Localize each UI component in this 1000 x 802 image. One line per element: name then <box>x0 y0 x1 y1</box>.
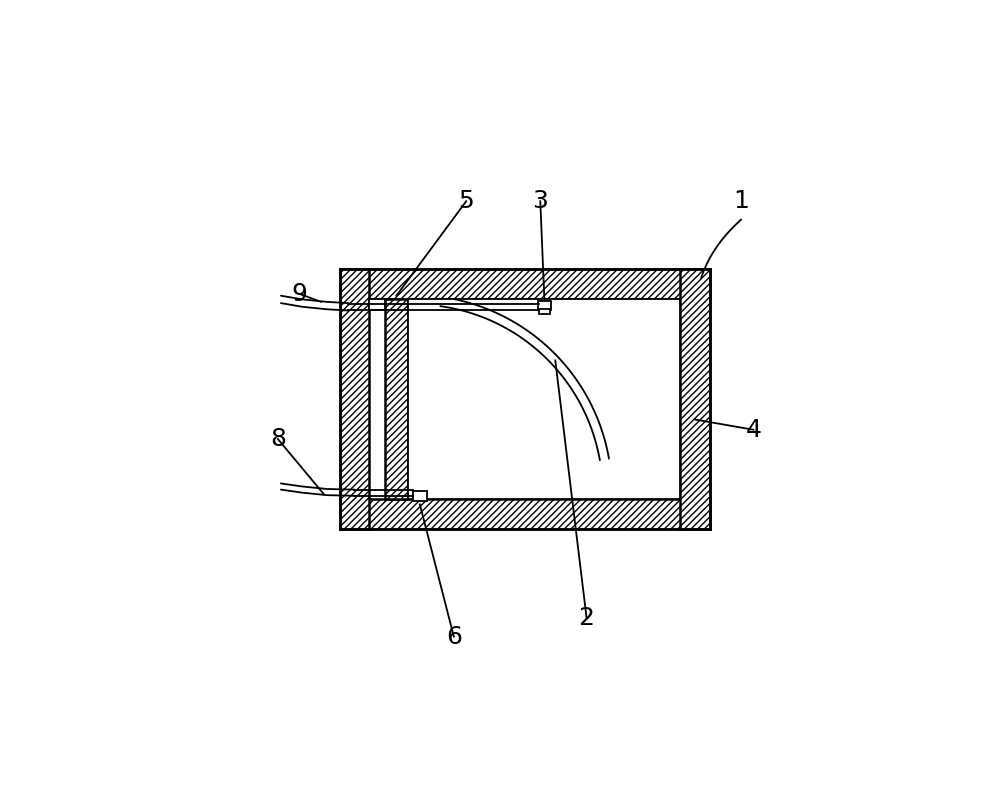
Bar <box>369 299 385 310</box>
Bar <box>413 492 427 501</box>
Bar <box>408 299 680 499</box>
Text: 5: 5 <box>458 189 474 213</box>
Bar <box>340 269 710 299</box>
Text: 4: 4 <box>745 418 761 442</box>
Bar <box>538 301 551 310</box>
Bar <box>340 499 710 529</box>
Text: 6: 6 <box>446 625 462 649</box>
Bar <box>340 269 369 529</box>
Bar <box>539 310 550 314</box>
Text: 3: 3 <box>532 189 548 213</box>
Bar <box>680 269 710 529</box>
Text: 9: 9 <box>292 282 307 306</box>
Bar <box>340 269 710 529</box>
Text: 8: 8 <box>270 427 286 451</box>
Text: 2: 2 <box>579 606 595 630</box>
Text: 1: 1 <box>733 189 749 213</box>
Bar <box>385 299 408 499</box>
